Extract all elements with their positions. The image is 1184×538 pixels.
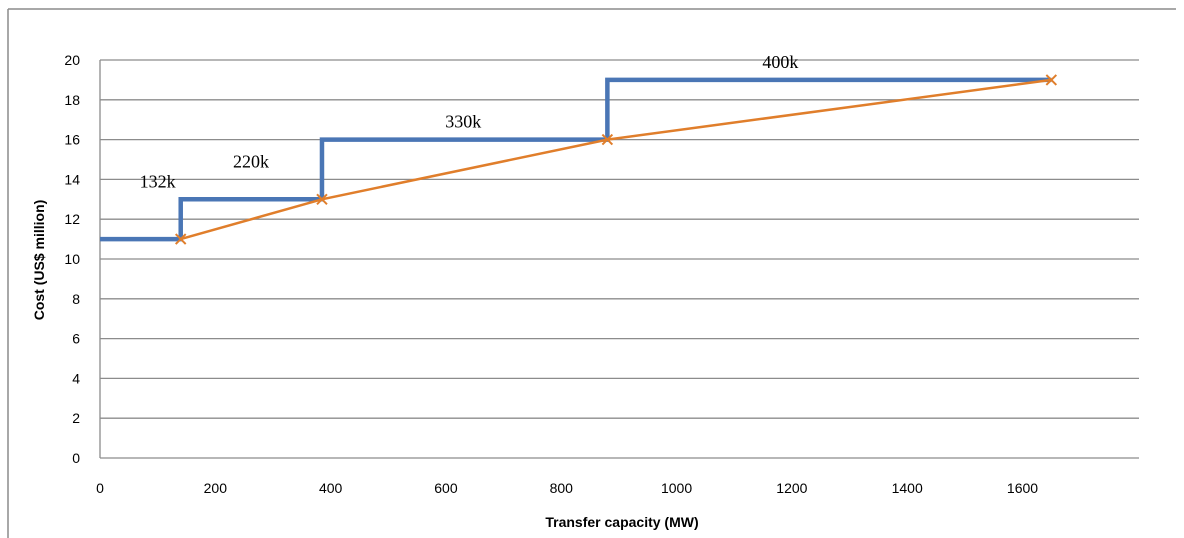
step-labels: 132k 220k 330k 400k — [140, 52, 799, 191]
x-marker — [316, 193, 328, 206]
gridlines — [100, 59, 1139, 419]
y-tick-label: 2 — [72, 410, 80, 426]
y-axis-title: Cost (US$ million) — [31, 200, 47, 321]
axes — [99, 60, 1139, 459]
y-tick-label: 8 — [72, 291, 80, 307]
x-marker — [601, 133, 614, 146]
x-marker — [1045, 74, 1058, 86]
x-marker — [175, 233, 187, 245]
x-tick-label: 1200 — [776, 480, 807, 496]
step-label: 400k — [762, 52, 798, 72]
y-tick-label: 14 — [64, 171, 80, 187]
y-tick-label: 0 — [72, 450, 80, 466]
step-cost-line — [100, 77, 1052, 242]
x-tick-label: 1000 — [661, 480, 692, 496]
y-tick-label: 4 — [72, 370, 80, 386]
step-label: 330k — [445, 112, 481, 132]
y-tick-label: 6 — [72, 331, 80, 347]
x-tick-labels: 0 200 400 600 800 1000 1200 1400 1600 — [96, 480, 1038, 496]
series — [100, 74, 1058, 245]
x-tick-label: 1600 — [1007, 480, 1038, 496]
y-tick-label: 18 — [64, 92, 80, 108]
y-tick-label: 20 — [64, 52, 80, 68]
x-tick-label: 800 — [550, 480, 574, 496]
x-tick-label: 200 — [204, 480, 228, 496]
y-tick-label: 12 — [64, 211, 80, 227]
x-tick-label: 0 — [96, 480, 104, 496]
x-tick-label: 600 — [434, 480, 458, 496]
x-tick-label: 1400 — [892, 480, 923, 496]
y-tick-label: 16 — [64, 132, 80, 148]
step-label: 220k — [233, 151, 269, 171]
y-tick-label: 10 — [64, 251, 80, 267]
step-label: 132k — [140, 171, 176, 191]
x-tick-label: 400 — [319, 480, 343, 496]
x-axis-title: Transfer capacity (MW) — [545, 514, 698, 530]
y-tick-labels: 0 2 4 6 8 10 12 14 16 18 20 — [64, 52, 80, 466]
linear-cost-line — [180, 78, 1052, 241]
